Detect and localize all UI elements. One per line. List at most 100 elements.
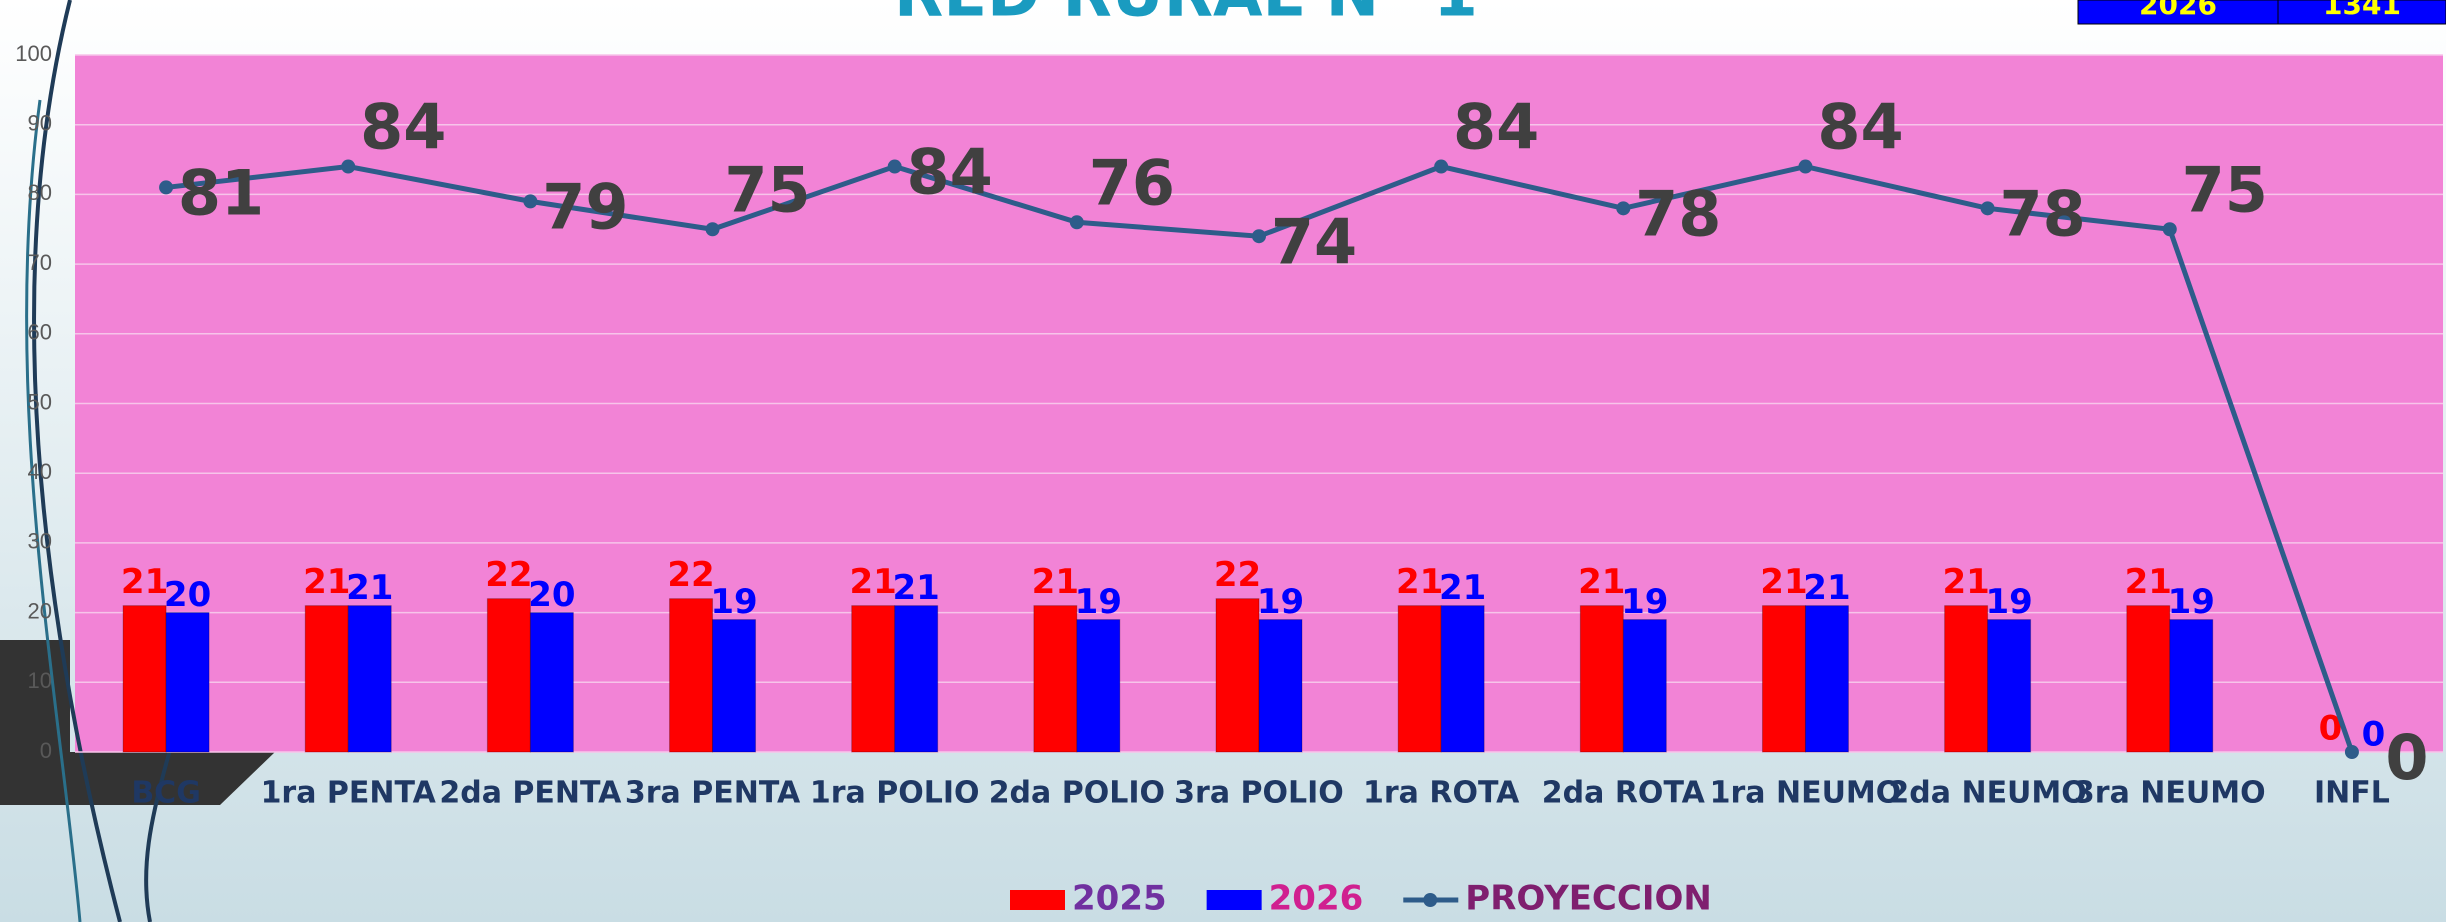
- legend-swatch: [1207, 890, 1262, 910]
- bar: [1441, 606, 1484, 752]
- line-label: 74: [1271, 205, 1357, 278]
- bar: [1945, 606, 1988, 752]
- line-point: [2163, 222, 2177, 236]
- bar: [1216, 599, 1259, 752]
- bar-label: 19: [1257, 582, 1304, 622]
- bar-label: 20: [528, 575, 575, 615]
- bar-label: 20: [164, 575, 211, 615]
- x-tick-label: 1ra PENTA: [261, 776, 437, 811]
- line-point: [2345, 745, 2359, 759]
- bar-label: 0: [2362, 715, 2386, 755]
- bar-label: 21: [1578, 562, 1625, 602]
- page: {"header_box": {"year": "2026", "total":…: [0, 0, 2446, 922]
- line-label: 84: [360, 91, 446, 164]
- bar-label: 21: [2125, 562, 2172, 602]
- bar: [1077, 620, 1120, 752]
- bar: [1623, 620, 1666, 752]
- bar-label: 21: [121, 562, 168, 602]
- bar: [2170, 620, 2213, 752]
- legend-label: 2025: [1072, 879, 1167, 919]
- x-tick-label: 1ra NEUMO: [1710, 776, 1902, 811]
- bar-label: 21: [893, 568, 940, 608]
- bar: [123, 606, 166, 752]
- x-tick-label: INFL: [2314, 776, 2390, 811]
- bar: [487, 599, 530, 752]
- line-label: 78: [1999, 177, 2085, 250]
- line-point: [1434, 160, 1448, 174]
- bar: [305, 606, 348, 752]
- line-label: 79: [542, 170, 628, 243]
- bar-label: 21: [1439, 568, 1486, 608]
- line-point: [159, 180, 173, 194]
- x-tick-label: 3ra PENTA: [625, 776, 801, 811]
- x-tick-label: 2da PENTA: [439, 776, 622, 811]
- line-point: [1252, 229, 1266, 243]
- line-point: [341, 160, 355, 174]
- y-tick-label: 70: [28, 250, 52, 275]
- line-point: [523, 194, 537, 208]
- chart-title: RED RURAL N° 1: [894, 0, 1478, 32]
- line-label: 75: [724, 153, 810, 226]
- line-label: 84: [1817, 91, 1903, 164]
- bar: [530, 613, 573, 752]
- bar-label: 21: [1803, 568, 1850, 608]
- x-tick-label: 1ra POLIO: [810, 776, 980, 811]
- bar-label: 21: [1396, 562, 1443, 602]
- line-point: [1798, 160, 1812, 174]
- line-point: [1616, 201, 1630, 215]
- y-tick-label: 50: [28, 389, 52, 414]
- line-label: 81: [178, 157, 264, 230]
- bar: [1580, 606, 1623, 752]
- bar-label: 21: [1760, 562, 1807, 602]
- y-tick-label: 100: [15, 41, 52, 66]
- bar: [1805, 606, 1848, 752]
- x-tick-label: BCG: [131, 776, 201, 811]
- y-tick-label: 90: [28, 111, 52, 136]
- line-label: 0: [2385, 721, 2428, 794]
- bar-label: 21: [1942, 562, 1989, 602]
- header-year: 2026: [2139, 0, 2217, 21]
- line-label: 75: [2182, 153, 2268, 226]
- line-label: 78: [1635, 177, 1721, 250]
- y-tick-label: 10: [28, 668, 52, 693]
- bar-label: 19: [710, 582, 757, 622]
- x-tick-label: 2da ROTA: [1542, 776, 1706, 811]
- legend-label: 2026: [1269, 879, 1364, 919]
- y-tick-label: 60: [28, 320, 52, 345]
- bar: [713, 620, 756, 752]
- line-label: 76: [1089, 146, 1175, 219]
- bar: [1762, 606, 1805, 752]
- x-tick-label: 3ra NEUMO: [2074, 776, 2266, 811]
- bar: [895, 606, 938, 752]
- bar-label: 22: [1214, 555, 1261, 595]
- line-point: [706, 222, 720, 236]
- bar-label: 21: [850, 562, 897, 602]
- bar: [166, 613, 209, 752]
- bar-label: 21: [1032, 562, 1079, 602]
- bar: [1398, 606, 1441, 752]
- bar: [852, 606, 895, 752]
- bar-label: 22: [667, 555, 714, 595]
- y-tick-label: 80: [28, 180, 52, 205]
- bar: [2127, 606, 2170, 752]
- bar: [670, 599, 713, 752]
- line-point: [888, 160, 902, 174]
- legend-swatch: [1423, 893, 1437, 907]
- line-label: 84: [907, 136, 993, 209]
- bar: [1034, 606, 1077, 752]
- legend-label: PROYECCION: [1465, 879, 1712, 919]
- legend-swatch: [1010, 890, 1065, 910]
- x-tick-label: 1ra ROTA: [1363, 776, 1520, 811]
- y-tick-label: 40: [28, 459, 52, 484]
- bar-label: 19: [1985, 582, 2032, 622]
- bar: [1259, 620, 1302, 752]
- bar-label: 19: [2168, 582, 2215, 622]
- bar-label: 21: [303, 562, 350, 602]
- y-tick-label: 0: [40, 738, 52, 763]
- line-label: 84: [1453, 91, 1539, 164]
- bar-label: 22: [485, 555, 532, 595]
- header-total: 1341: [2323, 0, 2401, 21]
- x-tick-label: 2da NEUMO: [1888, 776, 2086, 811]
- bar: [348, 606, 391, 752]
- y-tick-label: 20: [28, 598, 52, 623]
